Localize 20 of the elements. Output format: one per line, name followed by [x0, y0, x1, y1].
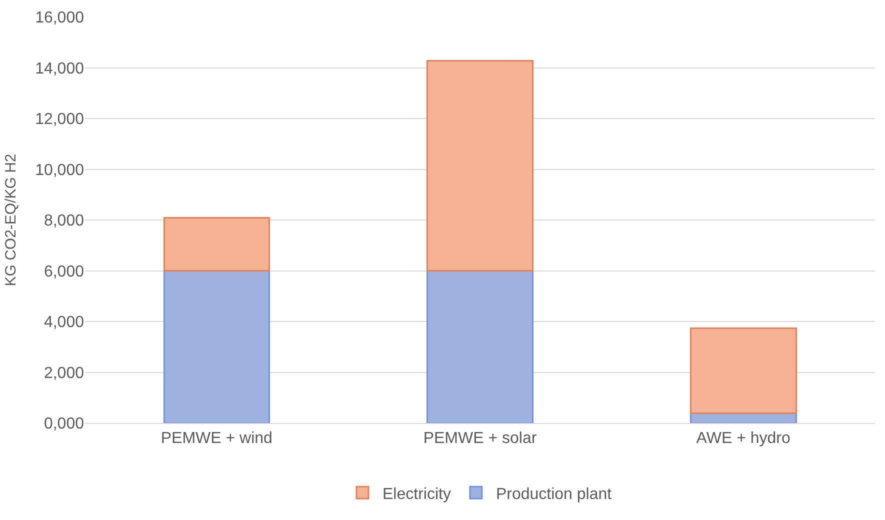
bar — [163, 217, 270, 272]
bar — [426, 270, 534, 423]
bar — [426, 60, 534, 272]
y-tick-label: 4,000 — [44, 314, 84, 332]
y-tick-label: 6,000 — [44, 263, 84, 280]
x-tick-label: PEMWE + wind — [160, 430, 272, 448]
y-tick-label: 2,000 — [44, 364, 84, 382]
bar — [163, 270, 270, 423]
y-axis-title: KG CO2-EQ/KG H2 — [2, 154, 20, 286]
x-tick-label: PEMWE + solar — [423, 430, 538, 448]
y-tick-label: 12,000 — [35, 111, 84, 128]
bar — [690, 327, 797, 414]
legend-label: Production plant — [496, 486, 612, 503]
y-tick-label: 16,000 — [35, 10, 84, 27]
y-tick-label: 8,000 — [44, 212, 84, 230]
y-tick-label: 14,000 — [35, 60, 84, 78]
y-tick-label: 10,000 — [35, 162, 84, 179]
x-tick-label: AWE + hydro — [696, 430, 790, 448]
y-tick-label: 0,000 — [44, 416, 84, 433]
legend-label: Electricity — [382, 486, 451, 503]
